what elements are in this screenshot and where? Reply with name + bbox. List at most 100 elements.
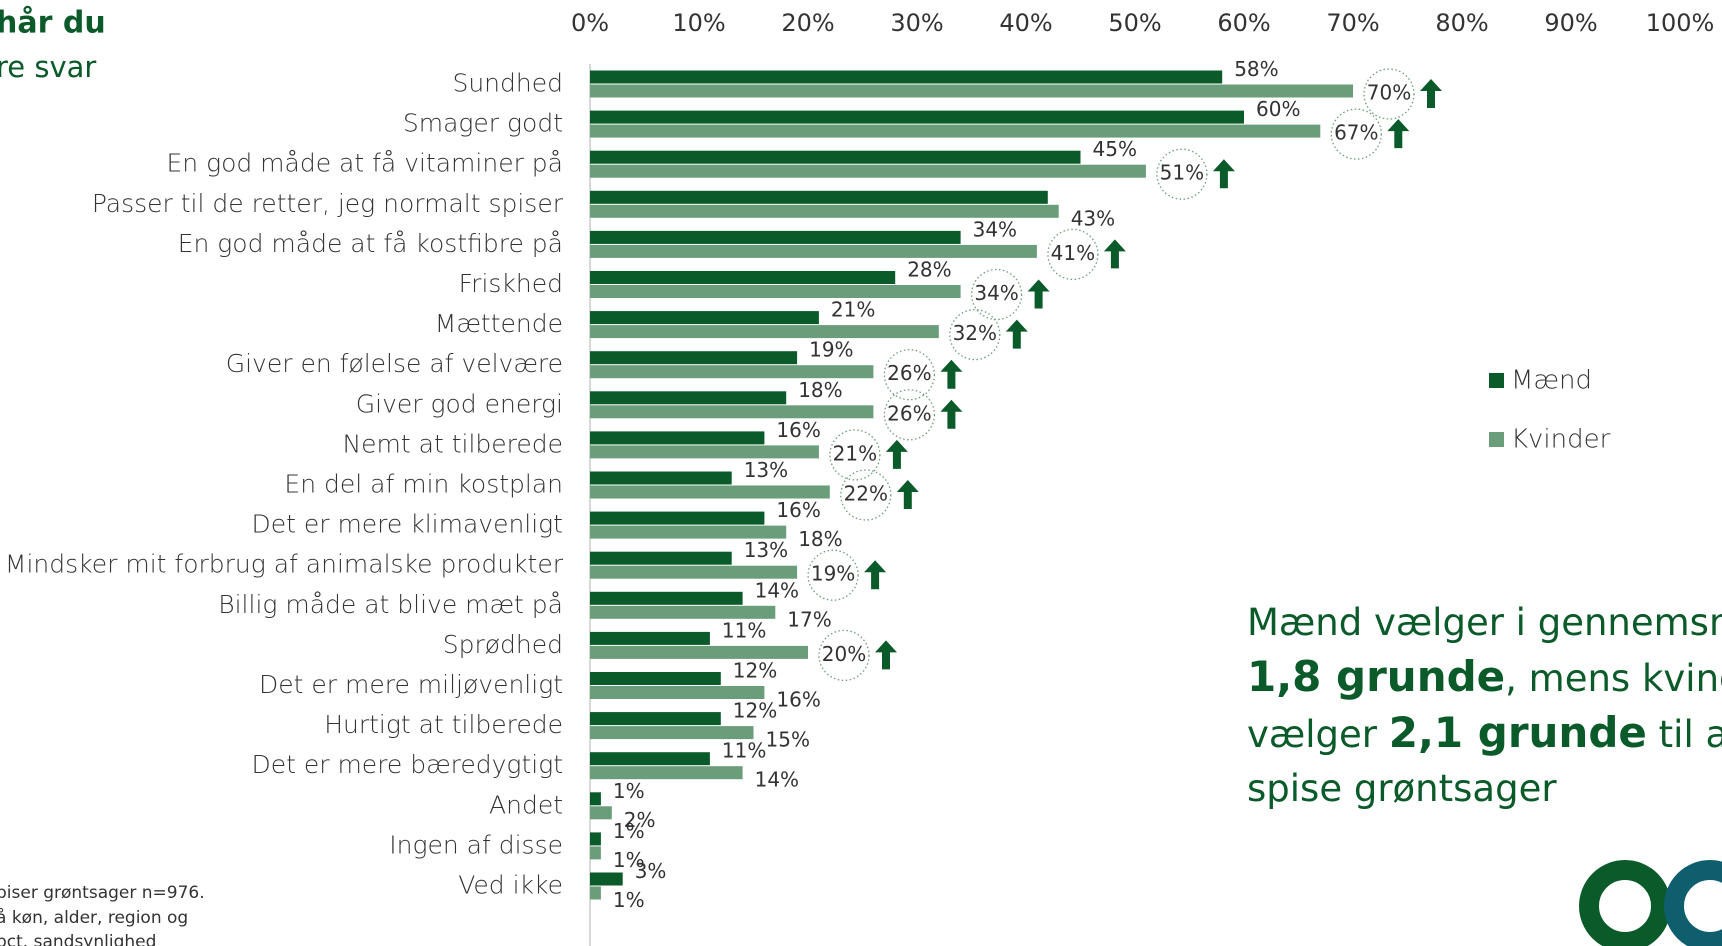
value-label: 1% <box>613 888 645 912</box>
value-label: 20% <box>822 642 866 666</box>
bar <box>590 150 1081 164</box>
bar <box>590 190 1048 204</box>
significance-arrow <box>864 560 887 590</box>
category-label: Andet <box>489 790 563 819</box>
value-label: 28% <box>907 258 951 282</box>
x-tick-label: 60% <box>1217 9 1270 37</box>
bar <box>590 792 601 806</box>
x-tick-label: 20% <box>781 9 834 37</box>
x-tick-label: 90% <box>1544 9 1597 37</box>
annotation-text: Mænd vælger i gennemsnit <box>1247 601 1722 644</box>
significance-circle <box>949 308 1001 361</box>
bar <box>590 84 1353 98</box>
annotation-line: vælger 2,1 grunde til at <box>1247 706 1722 762</box>
annotation-text: spise grøntsager <box>1247 767 1557 810</box>
bar <box>590 832 601 846</box>
bar <box>590 164 1146 178</box>
category-label: Giver en følelse af velvære <box>226 349 563 378</box>
bar <box>590 230 961 244</box>
bar <box>590 285 961 298</box>
category-label: Det er mere klimavenligt <box>251 510 563 539</box>
value-label: 16% <box>776 418 820 442</box>
significance-circle <box>1156 148 1208 200</box>
annotation-text: vælger <box>1247 713 1389 756</box>
x-tick-label: 70% <box>1326 9 1379 37</box>
bar <box>590 445 819 459</box>
bar <box>590 391 787 405</box>
bar <box>590 726 754 740</box>
bar <box>590 365 874 379</box>
bar <box>590 244 1037 258</box>
significance-circle <box>883 349 936 401</box>
annotation-line: spise grøntsager <box>1247 762 1722 816</box>
chart-title: hår du <box>0 5 106 41</box>
significance-circle <box>807 549 859 601</box>
significance-arrow <box>1212 159 1235 189</box>
value-label: 1% <box>613 819 645 843</box>
category-label: Hurtigt at tilberede <box>324 710 563 739</box>
significance-arrow <box>1387 119 1410 149</box>
annotation-bold: 1,8 grunde <box>1247 652 1506 701</box>
value-label: 26% <box>887 401 931 425</box>
value-label: 45% <box>1093 137 1137 161</box>
category-label: Sprødhed <box>443 630 563 659</box>
annotation-line: 1,8 grunde, mens kvinder <box>1247 650 1722 706</box>
significance-circle <box>883 389 936 441</box>
bar <box>590 431 765 445</box>
annotation-text: til at <box>1658 713 1722 756</box>
bar <box>590 605 776 619</box>
bar <box>590 806 612 820</box>
significance-arrow <box>940 359 963 389</box>
legend-label: Mænd <box>1511 366 1592 396</box>
category-label: Passer til de retter, jeg normalt spiser <box>92 189 564 218</box>
significance-arrow <box>940 399 963 429</box>
value-label: 11% <box>722 739 766 763</box>
bar <box>590 471 732 485</box>
value-label: 21% <box>833 441 877 465</box>
value-label: 67% <box>1334 121 1378 145</box>
value-label: 21% <box>831 298 875 322</box>
value-label: 1% <box>613 779 645 803</box>
value-label: 43% <box>1071 206 1115 230</box>
value-label: 34% <box>974 281 1018 305</box>
bar <box>590 204 1059 218</box>
significance-arrow <box>1027 279 1050 309</box>
chart-subtitle: re svar <box>0 50 96 84</box>
x-tick-label: 30% <box>890 9 943 37</box>
bar <box>590 565 798 579</box>
value-label: 15% <box>766 728 810 752</box>
category-label: Ved ikke <box>458 871 563 900</box>
value-label: 11% <box>722 618 766 642</box>
bar <box>590 551 732 565</box>
value-label: 14% <box>755 578 799 602</box>
legend-label: Kvinder <box>1511 425 1611 455</box>
significance-arrow <box>896 480 919 509</box>
bar <box>590 70 1223 84</box>
significance-circle <box>840 469 892 521</box>
bar <box>590 525 787 539</box>
category-label: Sundhed <box>452 69 563 98</box>
value-label: 22% <box>844 482 888 506</box>
x-tick-label: 100% <box>1646 9 1715 37</box>
significance-circle <box>818 629 870 682</box>
bar <box>590 124 1321 138</box>
value-label: 14% <box>755 768 799 792</box>
bar <box>590 712 721 726</box>
annotation: Mænd vælger i gennemsnit 1,8 grunde, men… <box>1247 596 1722 816</box>
value-label: 18% <box>798 378 842 402</box>
value-label: 12% <box>733 659 777 683</box>
value-label: 19% <box>811 562 855 586</box>
value-label: 70% <box>1367 81 1411 105</box>
value-label: 32% <box>953 321 997 345</box>
value-label: 58% <box>1234 57 1278 81</box>
bar <box>590 886 601 900</box>
significance-circle <box>829 429 881 481</box>
value-label: 51% <box>1160 161 1204 185</box>
value-label: 12% <box>733 699 777 723</box>
annotation-bold: 2,1 grunde <box>1388 708 1647 757</box>
category-label: En del af min kostplan <box>284 470 563 499</box>
value-label: 19% <box>809 338 853 362</box>
category-label: Billig måde at blive mæt på <box>218 590 563 619</box>
significance-arrow <box>875 640 897 670</box>
